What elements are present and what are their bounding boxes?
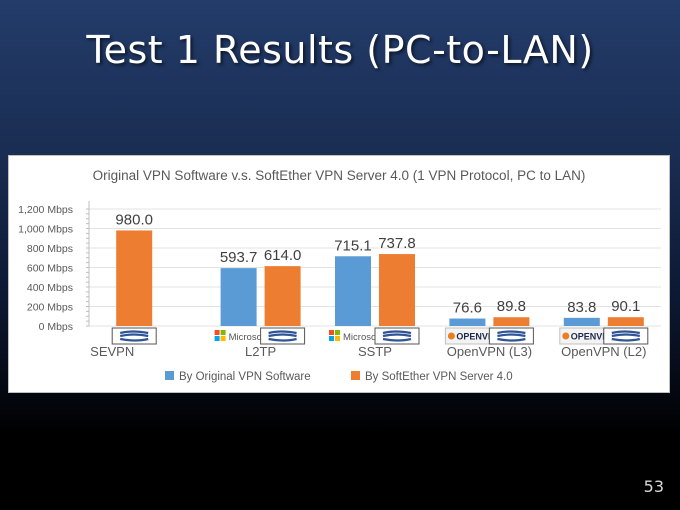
bar-softether-3 — [493, 317, 530, 326]
data-label: 980.0 — [115, 211, 153, 228]
logo-square — [335, 336, 340, 341]
data-label: 89.8 — [497, 298, 526, 315]
legend-label: By SoftEther VPN Server 4.0 — [365, 371, 513, 383]
logo-swoosh — [119, 337, 149, 342]
y-tick-label: 1,200 Mbps — [18, 204, 73, 216]
logo-swoosh — [382, 330, 412, 335]
logo-square — [220, 330, 226, 335]
bar-original-3 — [449, 318, 486, 326]
logo-swoosh — [497, 330, 526, 335]
logo-frame — [603, 327, 649, 345]
openvpn-logo-text: OPENVPN — [456, 332, 500, 342]
slide-title: Test 1 Results (PC-to-LAN) — [86, 28, 594, 72]
page-number: 53 — [643, 477, 664, 496]
bar-softether-1 — [264, 266, 301, 326]
bar-original-4 — [563, 317, 600, 326]
y-tick-label: 800 Mbps — [27, 243, 73, 255]
logo-square — [335, 330, 340, 335]
logo-square — [329, 336, 334, 341]
logo-swoosh — [119, 330, 149, 335]
bar-softether-2 — [379, 254, 415, 326]
openvpn-logo-mark — [562, 332, 570, 340]
microsoft-logo-text: Microsoft — [343, 332, 382, 343]
data-label: 737.8 — [378, 235, 416, 252]
data-label: 90.1 — [611, 298, 640, 315]
legend: By Original VPN Software By SoftEther VPN… — [165, 371, 513, 383]
bar-softether-0 — [116, 230, 153, 326]
data-label: 593.7 — [220, 249, 258, 266]
data-label: 715.1 — [334, 237, 372, 254]
logo-frame — [260, 327, 306, 345]
data-label: 83.8 — [567, 299, 596, 316]
category-label: SEVPN — [90, 344, 134, 359]
logo-frame — [111, 327, 157, 345]
logo-swoosh — [497, 337, 526, 342]
bar-chart: Original VPN Software v.s. SoftEther VPN… — [18, 168, 661, 383]
logo-swoosh — [611, 330, 641, 335]
logo-square — [214, 330, 220, 335]
legend-label: By Original VPN Software — [179, 371, 311, 383]
bar-original-2 — [335, 256, 371, 326]
logo-swoosh — [268, 333, 297, 338]
logo-swoosh — [611, 337, 641, 342]
y-tick-label: 400 Mbps — [27, 282, 73, 294]
bar-original-1 — [220, 268, 257, 326]
category-label: SSTP — [358, 344, 392, 359]
legend-swatch-original — [165, 371, 174, 380]
chart-panel: Original VPN Software v.s. SoftEther VPN… — [8, 155, 670, 393]
logos: Microsoft Microsoft OPENVPN OPENVPN — [111, 327, 649, 345]
logo-square — [214, 336, 220, 341]
data-label: 76.6 — [453, 300, 482, 317]
y-tick-label: 1,000 Mbps — [18, 224, 73, 236]
logo-swoosh — [611, 333, 641, 338]
logo-swoosh — [119, 333, 149, 338]
chart-title: Original VPN Software v.s. SoftEther VPN… — [93, 168, 586, 183]
logo-frame — [374, 327, 420, 345]
logo-swoosh — [382, 337, 412, 342]
y-tick-label: 600 Mbps — [27, 263, 73, 275]
bar-softether-4 — [607, 317, 644, 326]
logo-swoosh — [497, 333, 526, 338]
logo-swoosh — [268, 337, 297, 342]
openvpn-logo-text: OPENVPN — [571, 332, 615, 342]
openvpn-logo-mark — [447, 332, 455, 340]
bars: 980.0 593.7 614.0 715.1 737.8 76.6 89.8 83.8 90.… — [115, 211, 644, 326]
gridlines — [89, 208, 661, 327]
microsoft-logo-text: Microsoft — [229, 332, 268, 343]
category-labels: SEVPN L2TP SSTP OpenVPN (L3) OpenVPN (L2) — [90, 344, 646, 359]
y-tick-label: 0 Mbps — [39, 321, 73, 333]
category-label: L2TP — [245, 344, 276, 359]
category-label: OpenVPN (L3) — [447, 344, 532, 359]
data-label: 614.0 — [264, 247, 302, 264]
y-axis: 0 Mbps 200 Mbps 400 Mbps 600 Mbps 800 Mbps 1,… — [18, 201, 90, 333]
logo-swoosh — [382, 333, 412, 338]
legend-swatch-softether — [351, 371, 360, 380]
y-tick-label: 200 Mbps — [27, 302, 73, 314]
logo-swoosh — [268, 330, 297, 335]
logo-square — [220, 336, 226, 341]
category-label: OpenVPN (L2) — [561, 344, 646, 359]
logo-square — [329, 330, 334, 335]
logo-frame — [488, 327, 534, 345]
